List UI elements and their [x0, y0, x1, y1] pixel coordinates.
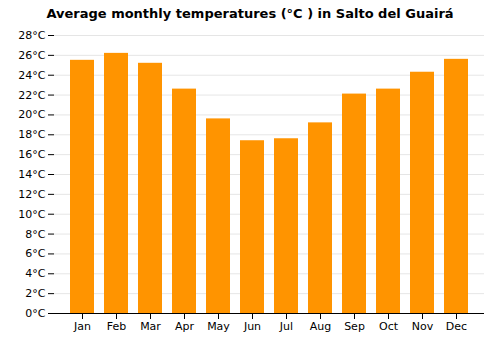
svg-text:0°C: 0°C	[25, 307, 45, 320]
svg-text:6°C: 6°C	[25, 247, 45, 260]
svg-text:Oct: Oct	[379, 320, 399, 333]
svg-text:16°C: 16°C	[18, 148, 45, 161]
svg-text:Apr: Apr	[175, 320, 195, 333]
svg-text:4°C: 4°C	[25, 267, 45, 280]
svg-text:Aug: Aug	[310, 320, 331, 333]
svg-text:10°C: 10°C	[18, 208, 45, 221]
svg-text:Feb: Feb	[107, 320, 126, 333]
svg-text:Nov: Nov	[412, 320, 434, 333]
svg-text:12°C: 12°C	[18, 188, 45, 201]
svg-text:18°C: 18°C	[18, 128, 45, 141]
svg-text:Jun: Jun	[243, 320, 261, 333]
html-text:Average monthly temperatures (: Average monthly temperatures (°C ) in Sa…	[46, 6, 454, 21]
svg-text:Dec: Dec	[446, 320, 467, 333]
svg-text:8°C: 8°C	[25, 228, 45, 241]
svg-text:Jul: Jul	[279, 320, 293, 333]
svg-text:May: May	[207, 320, 230, 333]
svg-text:Sep: Sep	[344, 320, 365, 333]
svg-text:26°C: 26°C	[18, 49, 45, 62]
svg-text:14°C: 14°C	[18, 168, 45, 181]
svg-text:24°C: 24°C	[18, 69, 45, 82]
svg-text:Jan: Jan	[73, 320, 91, 333]
svg-text:20°C: 20°C	[18, 108, 45, 121]
svg-text:2°C: 2°C	[25, 287, 45, 300]
svg-text:28°C: 28°C	[18, 29, 45, 42]
svg-text:22°C: 22°C	[18, 89, 45, 102]
svg-text:Mar: Mar	[140, 320, 161, 333]
